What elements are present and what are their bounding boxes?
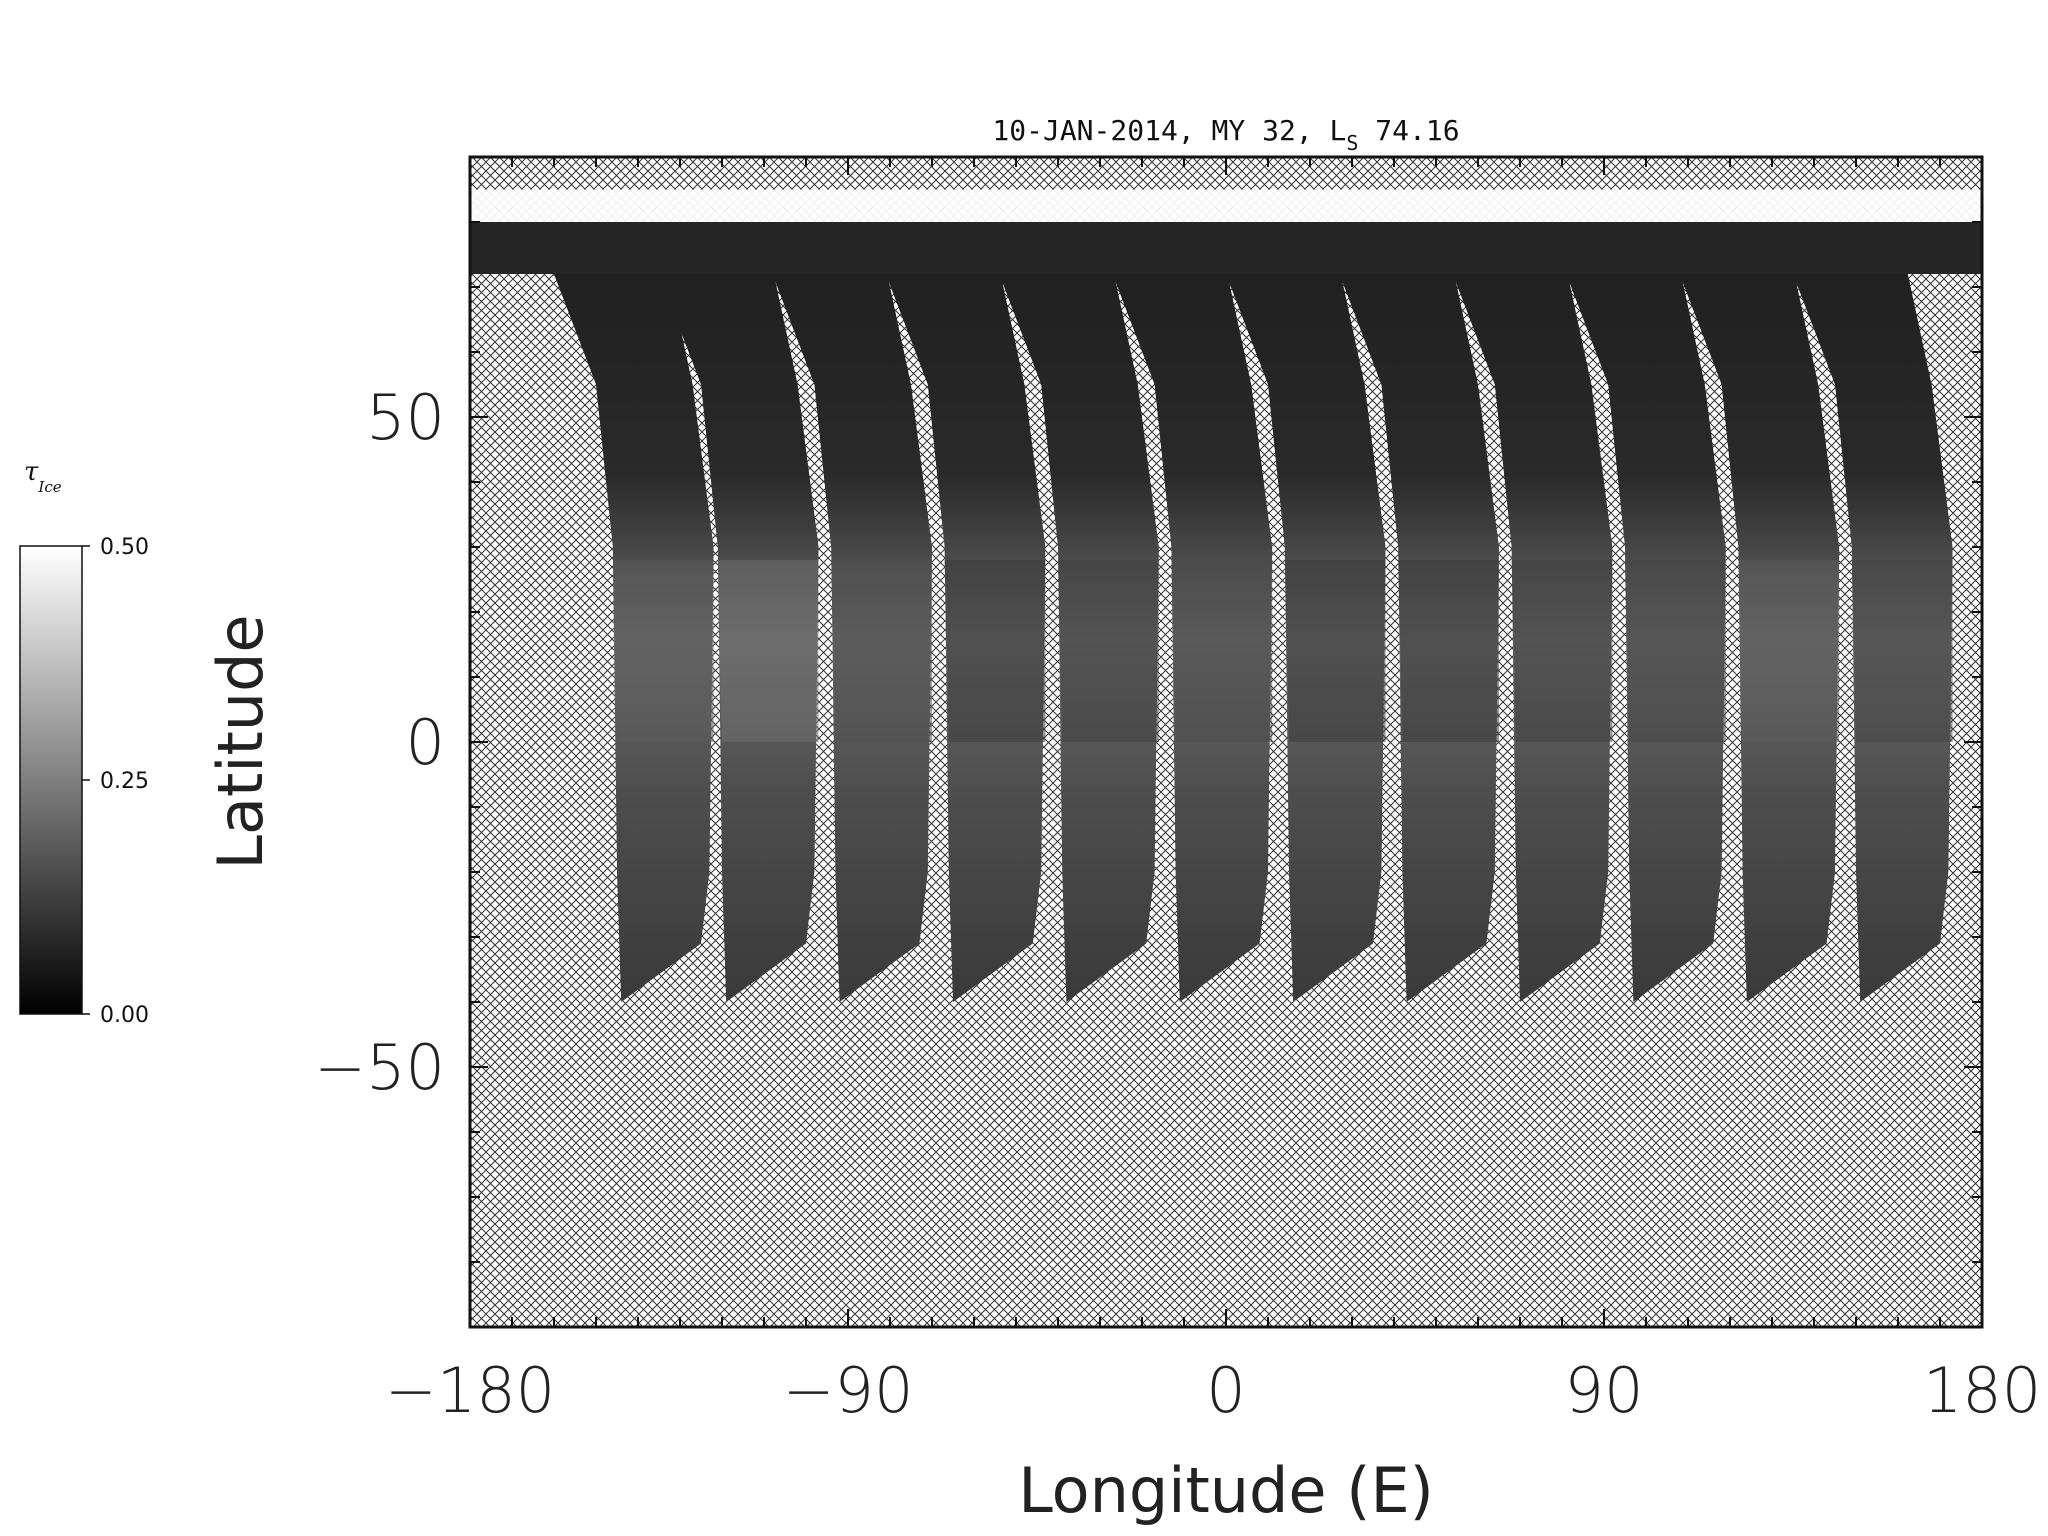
cloud-band — [717, 560, 819, 742]
x-tick-label: −180 — [385, 1354, 555, 1427]
colorbar-ticks: 0.00 0.25 0.50 — [82, 535, 149, 1028]
title-subscript: S — [1346, 131, 1358, 155]
colorbar-label: τIce — [24, 457, 62, 496]
cloud-band — [1171, 560, 1273, 742]
cloud-band — [1058, 560, 1159, 742]
north-polar-region — [470, 189, 1982, 274]
x-tick-label: 180 — [1923, 1354, 2041, 1427]
y-tick-labels: −50 0 50 — [314, 381, 445, 1104]
cloud-band — [1511, 560, 1613, 742]
x-tick-labels: −180 −90 0 90 180 — [385, 1354, 2041, 1427]
colorbar-gradient — [19, 545, 83, 1015]
cloud-band — [1851, 560, 1953, 742]
cloud-band — [944, 560, 1046, 742]
north-polar-cap — [470, 189, 1982, 222]
axis-ticks — [469, 156, 1983, 1328]
high-latitude-band — [470, 222, 1982, 274]
y-tick-label: 50 — [366, 381, 445, 454]
cloud-band — [1284, 560, 1386, 742]
x-tick-label: 90 — [1565, 1354, 1644, 1427]
x-tick-label: −90 — [783, 1354, 914, 1427]
cloud-band — [1738, 560, 1840, 742]
y-axis-title: Latitude — [204, 614, 277, 869]
x-tick-label: 0 — [1206, 1354, 1245, 1427]
orbit-swaths — [554, 248, 1953, 1002]
chart-title: 10-JAN-2014, MY 32, LS 74.16 — [992, 114, 1459, 155]
plot-area — [468, 155, 1984, 1329]
y-tick-label: 0 — [406, 706, 445, 779]
cloud-band — [612, 560, 714, 742]
cloud-band — [831, 560, 932, 742]
cloud-band — [1398, 560, 1499, 742]
colorbar-tick-label: 0.50 — [100, 535, 149, 560]
y-tick-label: −50 — [314, 1031, 445, 1104]
x-axis-title: Longitude (E) — [1018, 1454, 1434, 1527]
colorbar-tick-label: 0.25 — [100, 769, 149, 794]
colorbar-tick-label: 0.00 — [100, 1003, 149, 1028]
colorbar: τIce 0.00 0.25 0.50 — [19, 457, 149, 1028]
colorbar-label-subscript: Ice — [37, 478, 61, 496]
cloud-band — [1625, 560, 1726, 742]
title-suffix: 74.16 — [1358, 114, 1459, 147]
